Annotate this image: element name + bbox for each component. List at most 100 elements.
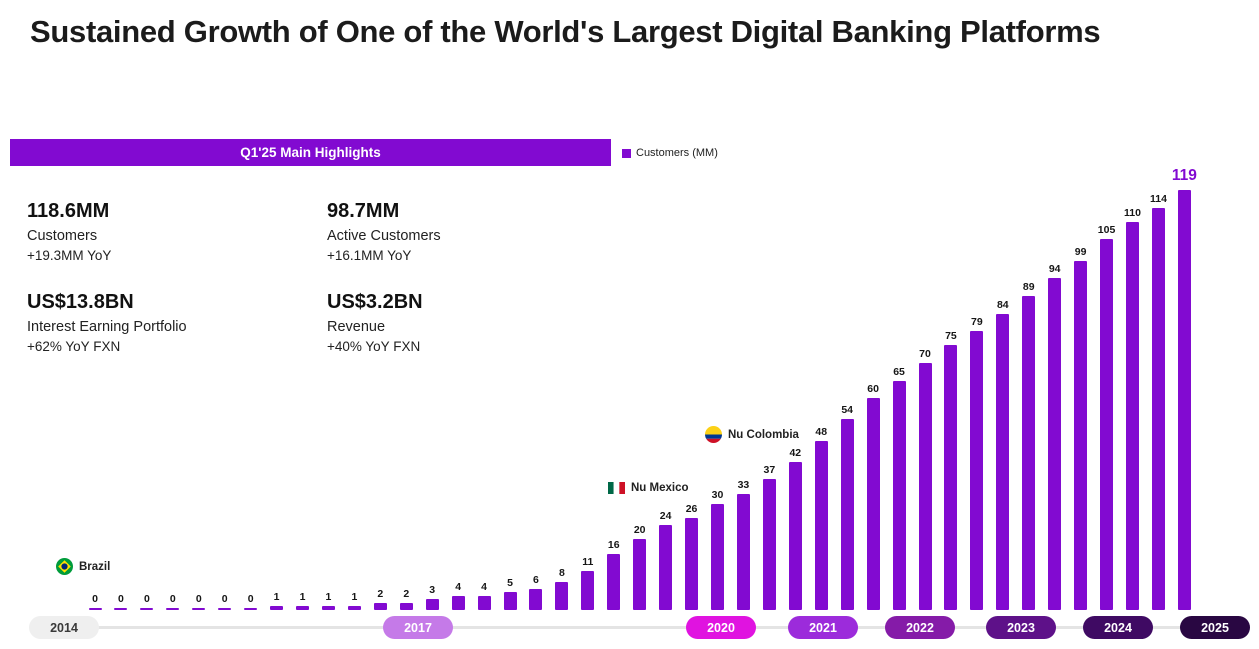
bar	[373, 602, 387, 610]
bar	[503, 592, 517, 610]
highlight-delta: +19.3MM YoY	[27, 248, 112, 263]
bar-group: 0	[166, 593, 180, 610]
highlight-value: US$3.2BN	[327, 291, 423, 313]
bar-group: 4	[451, 581, 465, 610]
bar-group: 60	[866, 383, 880, 610]
year-pill-2020: 2020	[686, 616, 756, 639]
bar	[166, 608, 180, 610]
bar-group: 6	[529, 574, 543, 610]
bar-value-label: 3	[429, 584, 436, 597]
bar-chart: 0 0 0 0 0 0 0 1 1 1 1 2 2 3 4 4 5 6 8 11 16 20 24 26 30 33 37 42 48 5…	[88, 140, 1197, 610]
highlight-label: Revenue	[327, 319, 386, 335]
bar-value-label: 4	[481, 580, 487, 593]
highlights-banner-label: Q1'25 Main Highlights	[240, 145, 381, 160]
bar-group: 0	[140, 593, 154, 610]
bar-value-label: 37	[763, 464, 776, 477]
bar-group: 89	[1022, 281, 1036, 610]
bar-group: 75	[944, 330, 958, 610]
bar-group: 20	[633, 524, 647, 610]
bar	[814, 440, 828, 610]
bar	[866, 398, 880, 610]
bar	[944, 345, 958, 610]
mexico-flag-icon	[608, 482, 625, 494]
bar-value-label: 2	[377, 587, 384, 600]
bar-value-label: 1	[299, 591, 306, 604]
bar-value-label: 0	[92, 593, 98, 605]
bar	[1151, 207, 1165, 610]
bar-group: 2	[399, 588, 413, 610]
bar	[1022, 295, 1036, 610]
highlights-banner: Q1'25 Main Highlights	[10, 139, 611, 166]
bar	[1100, 239, 1114, 610]
highlight-interest-earning-portfolio: US$13.8BN Interest Earning Portfolio +62…	[27, 291, 327, 354]
bar	[996, 313, 1010, 610]
bar-group: 5	[503, 577, 517, 610]
bar-value-label: 4	[455, 580, 462, 593]
bar	[685, 518, 699, 610]
highlight-revenue: US$3.2BN Revenue +40% YoY FXN	[327, 291, 647, 354]
highlight-label: Active Customers	[327, 228, 441, 244]
bar	[788, 461, 802, 610]
bar-value-label: 60	[867, 383, 879, 396]
bar	[711, 504, 724, 610]
bar-group: 30	[711, 489, 725, 610]
bar-value-label: 70	[919, 347, 931, 360]
legend-swatch-icon	[622, 148, 631, 158]
bar-value-label: 75	[945, 330, 957, 343]
year-pill-2014: 2014	[29, 616, 99, 639]
bar-value-label: 99	[1074, 245, 1087, 258]
bar	[270, 606, 284, 610]
bar-value-label: 79	[971, 316, 983, 329]
bar	[425, 599, 439, 610]
bar-value-label: 26	[685, 503, 698, 516]
bar-value-label: 89	[1022, 280, 1035, 293]
bar-group: 105	[1098, 224, 1115, 610]
bar-group: 8	[555, 567, 569, 610]
bar-value-label: 8	[558, 566, 565, 579]
bar-group: 1	[296, 591, 310, 610]
bar	[244, 608, 258, 610]
bar	[1074, 260, 1088, 610]
highlight-value: 118.6MM	[27, 200, 110, 222]
highlight-value: US$13.8BN	[27, 291, 134, 313]
bar	[451, 595, 465, 610]
bar-group: 1	[321, 591, 335, 610]
timeline-axis-line	[30, 626, 1250, 629]
bar-group: 2	[373, 588, 387, 610]
bar	[399, 602, 413, 610]
bar-group: 99	[1074, 246, 1088, 610]
highlight-delta: +16.1MM YoY	[327, 248, 412, 263]
bar	[529, 588, 543, 610]
bar-value-label: 5	[507, 577, 513, 590]
bar-value-label: 30	[711, 489, 724, 502]
highlight-label: Customers	[27, 228, 98, 244]
bar-group: 94	[1048, 263, 1062, 610]
bar-value-label: 20	[633, 524, 646, 537]
bar-value-label: 119	[1171, 167, 1197, 184]
bar-value-label: 84	[996, 298, 1009, 311]
bar-group: 33	[736, 479, 750, 610]
bar-value-label: 16	[607, 538, 620, 551]
bar	[347, 606, 361, 610]
highlight-delta: +62% YoY FXN	[27, 339, 121, 354]
highlight-label: Interest Earning Portfolio	[27, 319, 187, 335]
annotation-label: Brazil	[79, 560, 111, 573]
bar-value-label: 0	[143, 593, 150, 605]
bar-group: 54	[840, 404, 854, 610]
bar	[114, 608, 128, 610]
bar	[477, 595, 491, 610]
bar-group: 0	[218, 593, 232, 610]
bar-value-label: 6	[533, 573, 539, 586]
bar-value-label: 1	[325, 591, 332, 604]
annotation-nu-mexico: Nu Mexico	[608, 482, 689, 494]
page-title: Sustained Growth of One of the World's L…	[30, 14, 1101, 49]
bar-value-label: 65	[893, 365, 905, 378]
bar-value-label: 0	[221, 593, 228, 605]
brazil-flag-icon	[56, 558, 73, 575]
bar-value-label: 54	[841, 404, 854, 417]
bar-group: 114	[1150, 193, 1167, 610]
bar	[762, 479, 776, 610]
bar-group: 42	[788, 447, 802, 610]
bar	[1126, 221, 1139, 610]
bar-value-label: 0	[169, 593, 176, 605]
